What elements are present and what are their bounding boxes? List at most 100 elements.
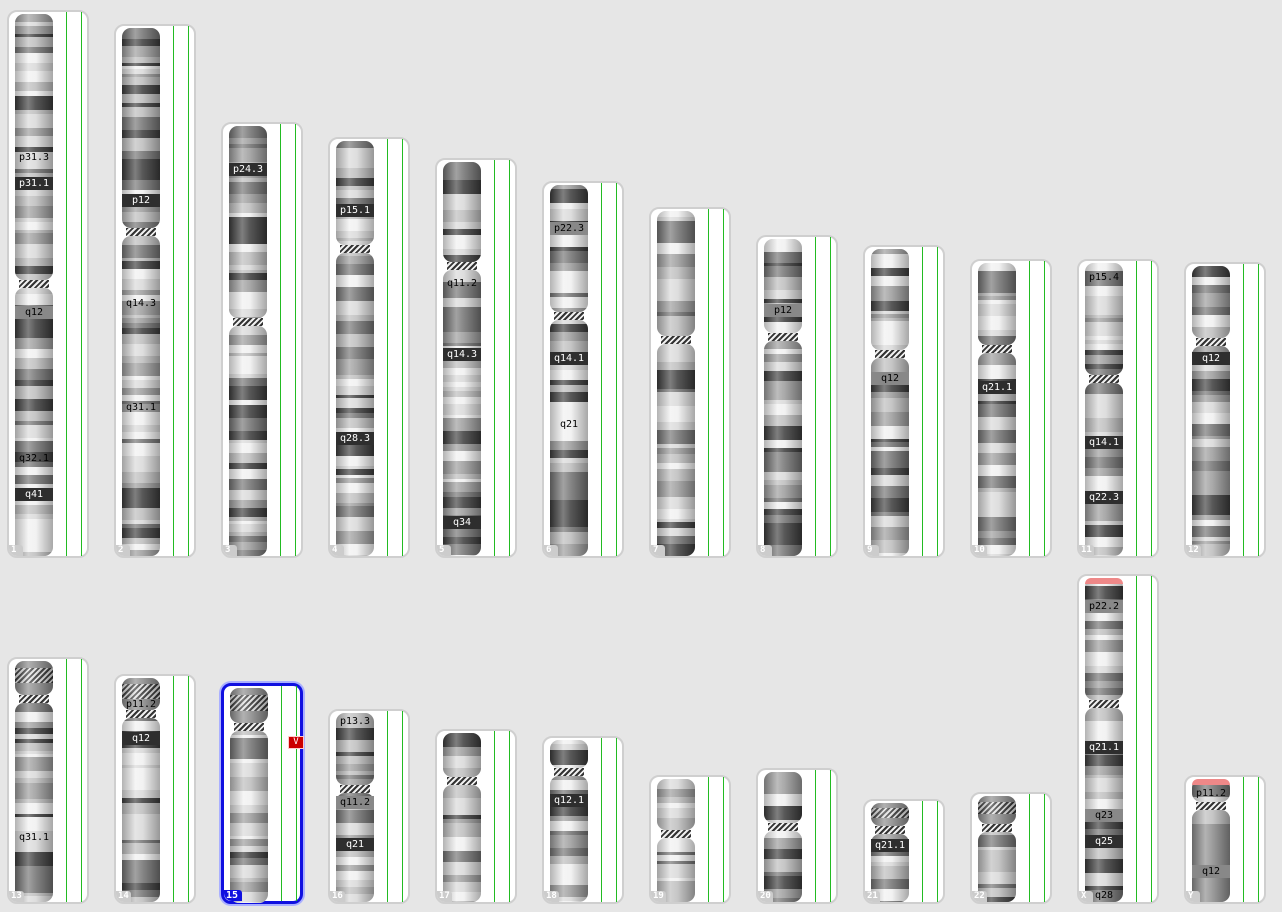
band-label[interactable]: p12: [764, 304, 802, 317]
chromosome-ideogram[interactable]: q31.1: [15, 661, 53, 904]
chromosome-number[interactable]: 3: [223, 545, 237, 556]
chromosome-number[interactable]: 6: [544, 545, 558, 556]
chromosome-10[interactable]: q21.1 10: [970, 259, 1052, 558]
band-label[interactable]: q32.1: [18, 453, 50, 464]
chromosome-ideogram[interactable]: p12: [764, 239, 802, 558]
band-label[interactable]: q34: [443, 516, 481, 529]
chromosome-number[interactable]: Y: [1186, 891, 1200, 902]
band-label[interactable]: q31.1: [18, 832, 50, 843]
band-label[interactable]: p31.1: [15, 177, 53, 190]
chromosome-4[interactable]: p15.1 q28.3 4: [328, 137, 410, 558]
band-label[interactable]: q31.1: [125, 402, 157, 413]
chromosome-13[interactable]: q31.1 13: [7, 657, 89, 904]
band-label[interactable]: q12: [871, 372, 909, 385]
chromosome-1[interactable]: p31.3 p31.1 q12 q32.1 q41 1: [7, 10, 89, 558]
chromosome-number[interactable]: 20: [758, 891, 773, 902]
chromosome-6[interactable]: p22.3 q14.1 q21 6: [542, 181, 624, 558]
band-label[interactable]: q12: [1192, 352, 1230, 365]
chromosome-19[interactable]: 19: [649, 775, 731, 904]
chromosome-2[interactable]: p12 q14.3 q31.1 2: [114, 24, 196, 558]
chromosome-number[interactable]: 22: [972, 891, 987, 902]
chromosome-number[interactable]: 18: [544, 891, 559, 902]
chromosome-number[interactable]: 7: [651, 545, 665, 556]
chromosome-number[interactable]: 13: [9, 891, 24, 902]
chromosome-number[interactable]: 8: [758, 545, 772, 556]
chromosome-number[interactable]: 4: [330, 545, 344, 556]
chromosome-ideogram[interactable]: q21.1: [871, 803, 909, 904]
band-label[interactable]: q11.2: [336, 796, 374, 809]
chromosome-ideogram[interactable]: q12.1: [550, 740, 588, 904]
chromosome-ideogram[interactable]: [764, 772, 802, 904]
chromosome-3[interactable]: p24.3 3: [221, 122, 303, 558]
chromosome-number[interactable]: 2: [116, 545, 130, 556]
chromosome-ideogram[interactable]: p22.3 q14.1 q21: [550, 185, 588, 558]
chromosome-ideogram[interactable]: p15.4 q14.1 q22.3: [1085, 263, 1123, 558]
chromosome-ideogram[interactable]: [230, 688, 268, 905]
band-label[interactable]: q23: [1085, 809, 1123, 822]
chromosome-ideogram[interactable]: p13.3 q11.2 q21: [336, 713, 374, 904]
chromosome-ideogram[interactable]: p15.1 q28.3: [336, 141, 374, 558]
chromosome-ideogram[interactable]: p31.3 p31.1 q12 q32.1 q41: [15, 14, 53, 558]
chromosome-ideogram[interactable]: q12: [1192, 266, 1230, 558]
band-label[interactable]: p11.2: [125, 699, 157, 710]
band-label[interactable]: p24.3: [229, 163, 267, 176]
band-label[interactable]: q14.3: [125, 298, 157, 309]
chromosome-ideogram[interactable]: p22.2 q21.1 q23 q25 q28: [1085, 578, 1123, 904]
band-label[interactable]: p22.3: [550, 222, 588, 235]
chromosome-number[interactable]: 19: [651, 891, 666, 902]
chromosome-number[interactable]: 5: [437, 545, 451, 556]
band-label[interactable]: q21.1: [1085, 741, 1123, 754]
chromosome-number[interactable]: X: [1079, 891, 1093, 902]
chromosome-9[interactable]: q12 9: [863, 245, 945, 558]
band-label[interactable]: q21: [336, 838, 374, 851]
band-label[interactable]: q12: [1192, 865, 1230, 878]
chromosome-ideogram[interactable]: p12 q14.3 q31.1: [122, 28, 160, 558]
band-label[interactable]: q12: [122, 732, 160, 745]
chromosome-18[interactable]: q12.1 18: [542, 736, 624, 904]
chromosome-14[interactable]: p11.2 q12 14: [114, 674, 196, 904]
band-label[interactable]: q28.3: [336, 432, 374, 445]
chromosome-number[interactable]: 14: [116, 891, 131, 902]
chromosome-number[interactable]: 10: [972, 545, 987, 556]
band-label[interactable]: q21.1: [871, 839, 909, 852]
chromosome-20[interactable]: 20: [756, 768, 838, 904]
band-label[interactable]: q14.1: [1085, 436, 1123, 449]
feature-marker[interactable]: V: [288, 736, 304, 749]
chromosome-ideogram[interactable]: q21.1: [978, 263, 1016, 558]
chromosome-ideogram[interactable]: [978, 796, 1016, 904]
band-label[interactable]: q11.2: [446, 278, 478, 289]
chromosome-ideogram[interactable]: [443, 733, 481, 904]
chromosome-17[interactable]: 17: [435, 729, 517, 904]
chromosome-number[interactable]: 15: [224, 890, 242, 901]
band-label[interactable]: q14.3: [443, 348, 481, 361]
band-label[interactable]: p15.1: [336, 204, 374, 217]
chromosome-22[interactable]: 22: [970, 792, 1052, 904]
chromosome-number[interactable]: 1: [9, 545, 23, 556]
chromosome-y[interactable]: p11.2 q12 Y: [1184, 775, 1266, 904]
chromosome-15[interactable]: V 15: [221, 683, 304, 905]
band-label[interactable]: p12: [122, 194, 160, 207]
band-label[interactable]: p13.3: [339, 716, 371, 727]
chromosome-ideogram[interactable]: p24.3: [229, 126, 267, 558]
band-label[interactable]: q22.3: [1085, 491, 1123, 504]
chromosome-number[interactable]: 17: [437, 891, 452, 902]
band-label[interactable]: q28: [1094, 890, 1114, 901]
chromosome-x[interactable]: p22.2 q21.1 q23 q25 q28 X: [1077, 574, 1159, 904]
chromosome-number[interactable]: 21: [865, 891, 880, 902]
chromosome-number[interactable]: 12: [1186, 545, 1201, 556]
band-label[interactable]: q25: [1085, 835, 1123, 848]
band-label[interactable]: q41: [15, 488, 53, 501]
band-label[interactable]: q21: [559, 419, 579, 430]
chromosome-number[interactable]: 11: [1079, 545, 1094, 556]
band-label[interactable]: p31.3: [18, 152, 50, 163]
band-label[interactable]: p22.2: [1085, 600, 1123, 613]
chromosome-ideogram[interactable]: [657, 779, 695, 904]
chromosome-12[interactable]: q12 12: [1184, 262, 1266, 558]
chromosome-7[interactable]: 7: [649, 207, 731, 558]
band-label[interactable]: p11.2: [1195, 788, 1227, 799]
band-label[interactable]: q12.1: [550, 794, 588, 807]
chromosome-ideogram[interactable]: [657, 211, 695, 558]
band-label[interactable]: q14.1: [550, 352, 588, 365]
band-label[interactable]: p15.4: [1088, 272, 1120, 283]
chromosome-number[interactable]: 16: [330, 891, 345, 902]
